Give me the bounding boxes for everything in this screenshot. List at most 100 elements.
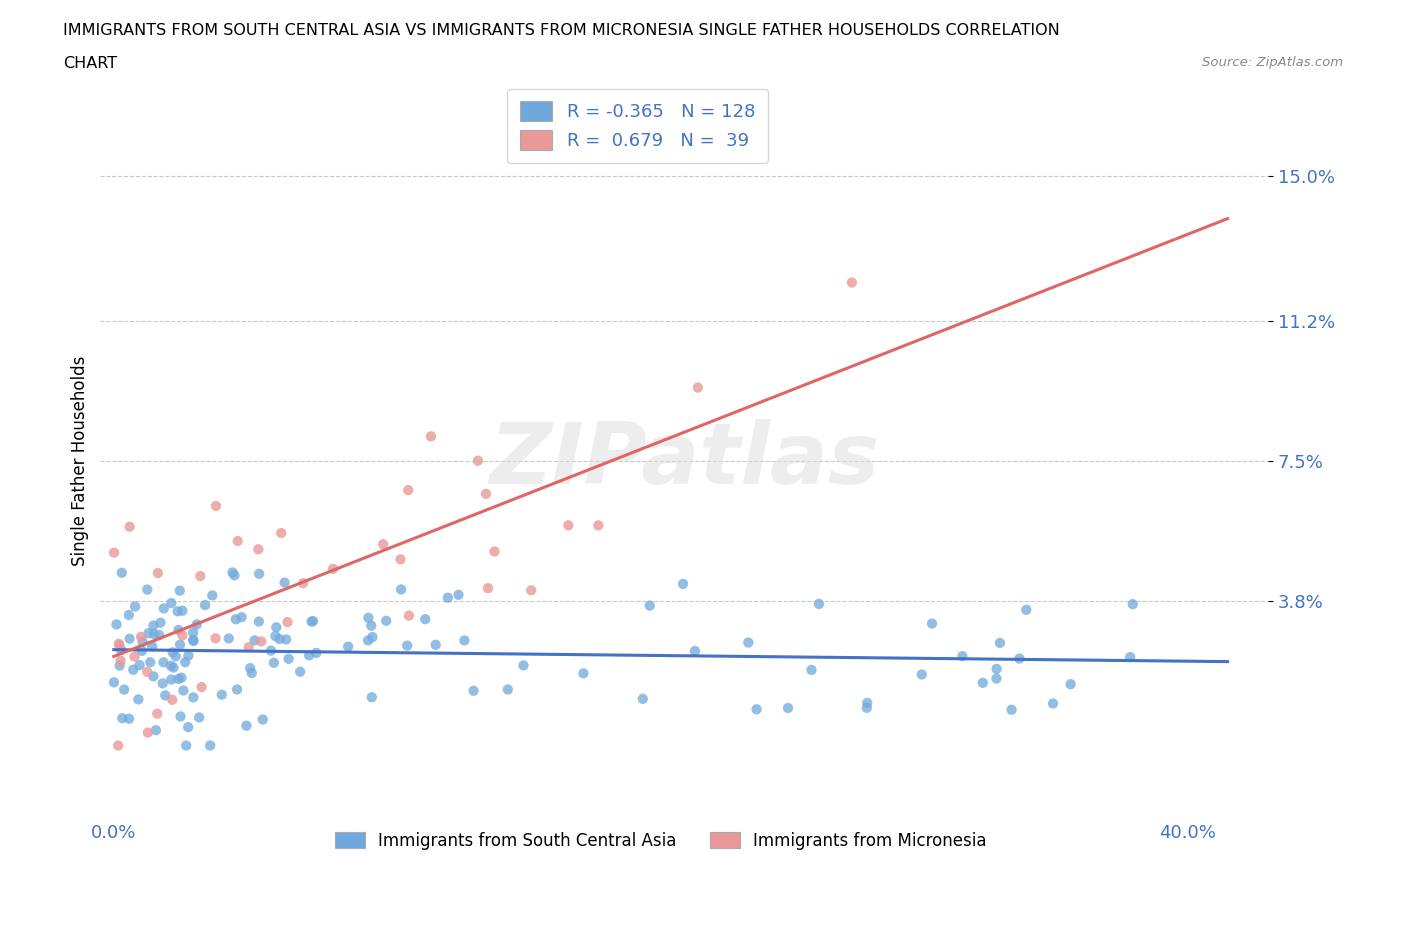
Point xyxy=(152,676,174,691)
Point xyxy=(128,658,150,672)
Point xyxy=(145,723,167,737)
Point xyxy=(166,604,188,618)
Point xyxy=(986,671,1008,686)
Point xyxy=(169,583,191,598)
Point xyxy=(190,568,212,583)
Point xyxy=(638,598,661,613)
Point xyxy=(124,649,146,664)
Point xyxy=(856,700,879,715)
Point xyxy=(631,691,654,706)
Point xyxy=(142,618,165,633)
Point xyxy=(292,576,315,591)
Point xyxy=(463,684,485,698)
Point xyxy=(360,690,382,705)
Point xyxy=(226,534,249,549)
Point xyxy=(389,582,412,597)
Point xyxy=(118,519,141,534)
Point xyxy=(103,545,125,560)
Point xyxy=(1008,651,1031,666)
Point xyxy=(800,662,823,677)
Point xyxy=(181,632,204,647)
Point xyxy=(238,640,260,655)
Point xyxy=(496,682,519,697)
Point xyxy=(188,710,211,724)
Point xyxy=(856,696,879,711)
Point xyxy=(277,615,299,630)
Point xyxy=(226,682,249,697)
Point xyxy=(162,692,184,707)
Point xyxy=(1042,696,1064,711)
Point xyxy=(211,687,233,702)
Point xyxy=(398,608,420,623)
Point xyxy=(952,649,974,664)
Point xyxy=(361,630,384,644)
Point xyxy=(152,655,174,670)
Point xyxy=(170,671,193,685)
Point xyxy=(683,644,706,658)
Point xyxy=(110,654,132,669)
Point xyxy=(169,637,191,652)
Point xyxy=(520,583,543,598)
Point xyxy=(239,660,262,675)
Point xyxy=(988,635,1011,650)
Point xyxy=(360,618,382,633)
Point xyxy=(841,275,863,290)
Point xyxy=(1122,597,1144,612)
Point xyxy=(263,656,285,671)
Point xyxy=(129,630,152,644)
Point xyxy=(357,633,380,648)
Point xyxy=(986,661,1008,676)
Point xyxy=(447,588,470,603)
Point xyxy=(198,738,221,753)
Text: CHART: CHART xyxy=(63,56,117,71)
Point xyxy=(266,620,288,635)
Point xyxy=(737,635,759,650)
Point xyxy=(475,486,498,501)
Point xyxy=(112,682,135,697)
Point xyxy=(136,725,159,740)
Point xyxy=(972,675,994,690)
Point xyxy=(169,709,191,724)
Point xyxy=(276,632,298,647)
Point xyxy=(247,566,270,581)
Point xyxy=(148,628,170,643)
Point xyxy=(205,498,228,513)
Point xyxy=(322,562,344,577)
Point xyxy=(298,648,321,663)
Point xyxy=(484,544,506,559)
Point xyxy=(136,582,159,597)
Point xyxy=(165,649,187,664)
Point xyxy=(225,612,247,627)
Point xyxy=(139,655,162,670)
Point xyxy=(160,658,183,673)
Y-axis label: Single Father Households: Single Father Households xyxy=(72,356,89,566)
Point xyxy=(138,626,160,641)
Point xyxy=(305,645,328,660)
Point xyxy=(672,577,695,591)
Point xyxy=(1000,702,1022,717)
Point xyxy=(269,631,291,646)
Point xyxy=(194,598,217,613)
Point xyxy=(235,718,257,733)
Point xyxy=(108,658,131,673)
Point xyxy=(177,720,200,735)
Point xyxy=(111,565,134,580)
Point xyxy=(247,542,270,557)
Point xyxy=(250,634,273,649)
Point xyxy=(108,636,131,651)
Point xyxy=(190,680,212,695)
Point xyxy=(181,625,204,640)
Point xyxy=(437,591,460,605)
Point xyxy=(1059,677,1081,692)
Point xyxy=(588,518,610,533)
Point xyxy=(141,639,163,654)
Point xyxy=(152,601,174,616)
Point xyxy=(155,688,177,703)
Point xyxy=(162,644,184,659)
Point xyxy=(453,633,475,648)
Point xyxy=(396,638,419,653)
Point xyxy=(118,607,141,622)
Point xyxy=(204,631,226,645)
Point xyxy=(396,483,419,498)
Point xyxy=(174,738,197,753)
